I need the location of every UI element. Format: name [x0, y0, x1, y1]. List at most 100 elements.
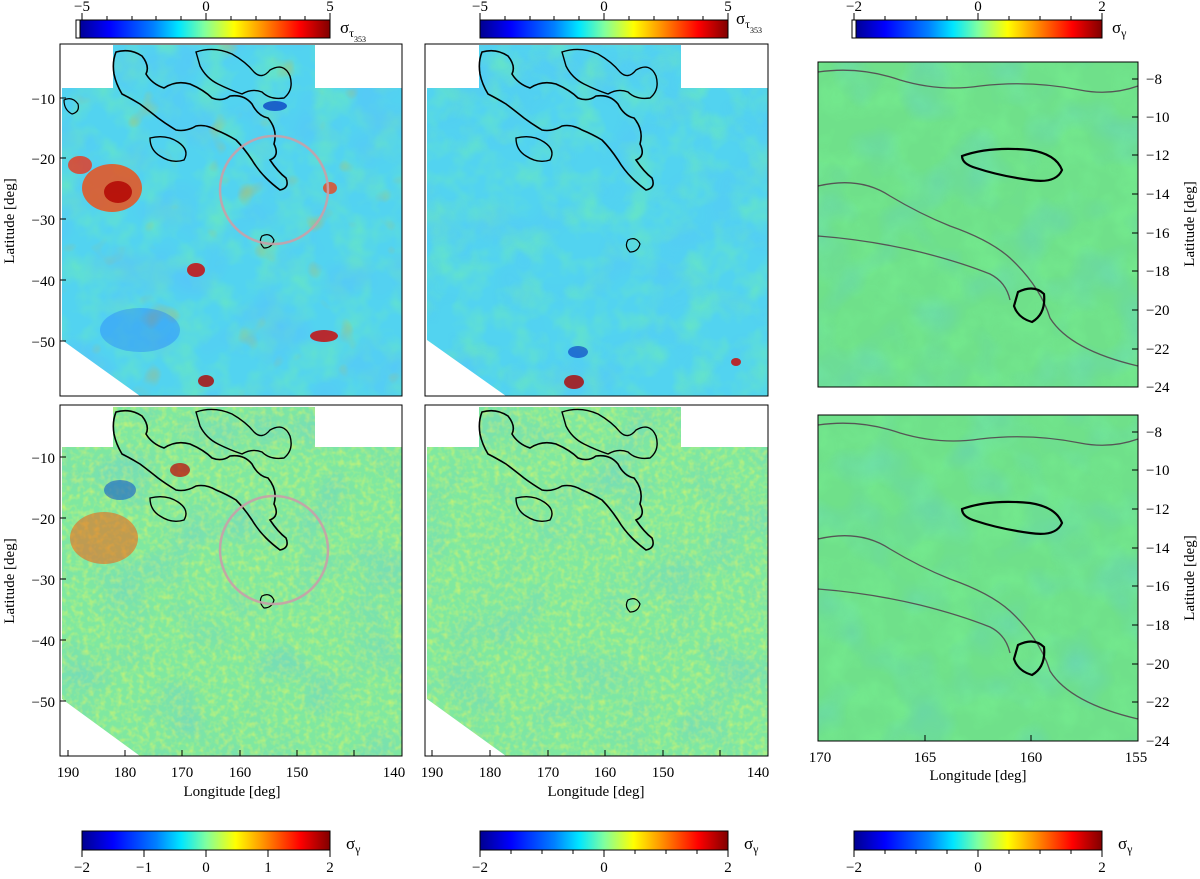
y-tick-label: −12: [1146, 148, 1169, 164]
ring-marker: [218, 494, 330, 606]
colorbar-gradient: [479, 19, 729, 39]
colorbar-tick: 0: [202, 0, 210, 15]
contour: [625, 238, 641, 253]
contour: [478, 49, 654, 191]
contour: [195, 48, 292, 100]
colorbar-tick: 2: [326, 860, 334, 874]
y-tick-label: −50: [32, 335, 55, 351]
map-frame: [59, 43, 403, 397]
colorbar-tick: 2: [1098, 860, 1106, 874]
contour: [817, 69, 1139, 93]
hotspot: [323, 182, 337, 194]
colorbar-bottom-right: −2 0 2 σγ: [846, 830, 1133, 876]
colorbar-label: στ353: [736, 9, 762, 35]
contour: [149, 495, 187, 523]
hotspot: [68, 156, 92, 174]
y-tick-label: −20: [32, 512, 55, 528]
y-tick-label: −24: [1146, 380, 1170, 396]
y-tick-label: −30: [32, 573, 55, 589]
y-axis-top-right: −8 −10 −12 −14 −16 −18 −20 −22 −24: [1132, 72, 1170, 396]
colorbar-tick: 1: [264, 860, 272, 874]
x-tick-label: 180: [479, 765, 502, 781]
contour: [960, 147, 1064, 182]
y-tick-label: −18: [1146, 618, 1169, 634]
y-tick-label: −14: [1146, 187, 1170, 203]
contour: [817, 535, 1139, 720]
colorbar-top-right: −2 0 2 σγ: [846, 0, 1127, 40]
x-axis-bottom-left: 190 180 170 160 150 140: [57, 750, 406, 781]
x-tick-label: 170: [809, 750, 832, 766]
y-axis-bottom-left: −10 −20 −30 −40 −50: [32, 451, 66, 711]
colorbar-tick: 0: [600, 860, 608, 874]
map-frame: [817, 61, 1139, 388]
y-axis-label: Latitude [deg]: [2, 178, 18, 263]
contour: [817, 422, 1139, 446]
contour: [960, 500, 1064, 535]
contour: [625, 598, 641, 613]
y-tick-label: −18: [1146, 264, 1169, 280]
colorbar-top-left: −5 0 5 στ353: [74, 0, 366, 44]
x-tick-label: 165: [914, 750, 937, 766]
y-axis-label: Latitude [deg]: [1182, 181, 1198, 266]
colorbar-label: σγ: [1118, 834, 1133, 856]
colorbar-tick: −2: [846, 860, 862, 874]
y-tick-label: −10: [1146, 110, 1169, 126]
y-tick-label: −24: [1146, 734, 1170, 750]
hotspot: [310, 330, 338, 342]
hotspot: [104, 480, 136, 500]
y-tick-label: −40: [32, 634, 55, 650]
colorbar-label: στ353: [340, 18, 366, 44]
colorbar-gradient: [853, 19, 1103, 39]
map-frame: [59, 404, 403, 757]
x-tick-label: 170: [171, 765, 194, 781]
contour: [515, 135, 553, 163]
colorbar-tick: −5: [472, 0, 488, 15]
y-tick-label: −8: [1146, 425, 1162, 441]
hotspot: [564, 375, 584, 389]
contour: [195, 408, 292, 460]
x-tick-label: 150: [286, 765, 309, 781]
contour: [817, 588, 1011, 654]
colorbar-tick: 2: [724, 860, 732, 874]
x-tick-label: 140: [747, 765, 770, 781]
x-tick-label: 140: [383, 765, 406, 781]
x-tick-label: 160: [1020, 750, 1043, 766]
colorbar-tick: −2: [846, 0, 862, 15]
y-tick-label: −20: [1146, 303, 1169, 319]
contour: [515, 495, 553, 523]
hotspot: [70, 512, 138, 564]
colorbar-gradient: [479, 830, 729, 851]
colorbar-tick: −1: [136, 860, 152, 874]
hotspot: [198, 375, 214, 387]
y-tick-label: −20: [32, 152, 55, 168]
y-tick-label: −22: [1146, 695, 1169, 711]
hotspot: [568, 346, 588, 358]
y-axis-label: Latitude [deg]: [2, 538, 18, 623]
contour: [817, 235, 1011, 301]
colorbar-bottom-left: −2 −1 0 1 2 σγ: [74, 830, 361, 876]
contour: [561, 408, 658, 460]
x-tick-label: 180: [114, 765, 137, 781]
y-tick-label: −16: [1146, 226, 1170, 242]
contour: [1012, 287, 1046, 324]
x-tick-label: 160: [229, 765, 252, 781]
colorbar-label: σγ: [346, 834, 361, 856]
colorbar-label: σγ: [1112, 18, 1127, 40]
contour: [112, 409, 288, 551]
hotspot: [731, 358, 741, 366]
x-tick-label: 160: [594, 765, 617, 781]
contour: [112, 49, 288, 191]
colorbar-tick: 0: [974, 860, 982, 874]
x-tick-label: 190: [57, 765, 80, 781]
y-tick-label: −10: [1146, 463, 1169, 479]
colorbar-tick: 2: [1098, 0, 1106, 15]
y-tick-label: −50: [32, 695, 55, 711]
x-axis-label: Longitude [deg]: [547, 784, 644, 800]
y-tick-label: −8: [1146, 72, 1162, 88]
colorbar-gradient: [81, 830, 331, 851]
colorbar-tick: 0: [600, 0, 608, 15]
y-tick-label: −30: [32, 213, 55, 229]
x-axis-bottom-right: 170 165 160 155: [809, 735, 1147, 766]
contour: [1012, 640, 1046, 677]
